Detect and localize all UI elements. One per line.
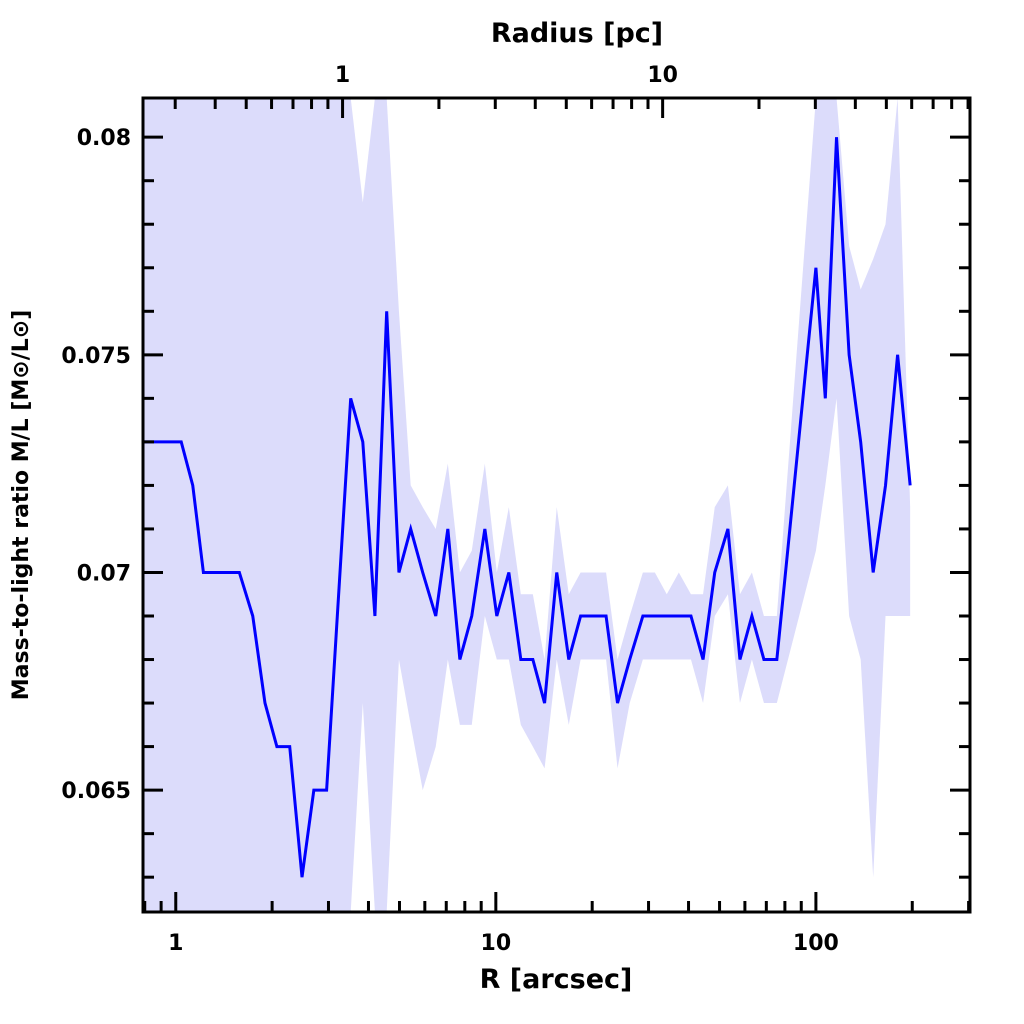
y-axis-label: Mass-to-light ratio M/L [M⊙/L⊙] (9, 310, 34, 701)
x-tick-label: 100 (793, 931, 839, 956)
x-tick-label: 1 (168, 931, 183, 956)
x-tick-label: 10 (481, 931, 512, 956)
y-tick-label: 0.065 (61, 779, 131, 804)
top-tick-label: 1 (335, 63, 350, 88)
y-tick-label: 0.07 (77, 561, 131, 586)
top-axis-label: Radius [pc] (491, 18, 663, 49)
y-tick-label: 0.075 (61, 344, 131, 369)
top-tick-label: 10 (647, 63, 678, 88)
error-band (143, 98, 911, 912)
plot-frame (141, 96, 972, 914)
y-tick-label: 0.08 (77, 126, 131, 151)
x-axis-label: R [arcsec] (480, 964, 633, 995)
